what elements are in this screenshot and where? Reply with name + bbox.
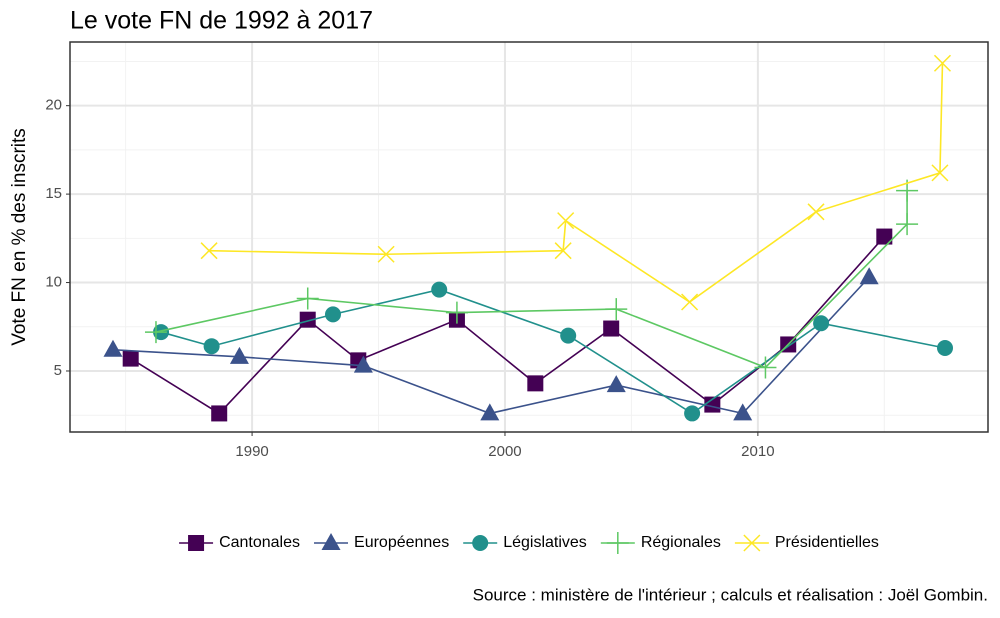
marker <box>684 405 701 422</box>
y-axis-label: Vote FN en % des inscrits <box>9 128 30 346</box>
marker <box>431 281 448 298</box>
marker <box>299 311 316 328</box>
y-tick-label: 5 <box>54 362 62 379</box>
series-line <box>130 236 885 415</box>
marker <box>704 396 721 413</box>
x-tick-label: 2000 <box>488 443 521 460</box>
marker <box>527 375 544 392</box>
x-tick-label: 2010 <box>741 443 774 460</box>
marker <box>876 228 893 245</box>
marker <box>445 301 468 324</box>
legend-label: Législatives <box>503 534 587 551</box>
legend-label: Européennes <box>354 534 449 551</box>
marker <box>754 356 777 379</box>
legend: Cantonales Européennes Législatives Régiona… <box>179 532 879 554</box>
legend-key <box>600 532 635 554</box>
chart-title: Le vote FN de 1992 à 2017 <box>70 7 373 35</box>
marker <box>743 534 761 552</box>
marker <box>122 350 139 367</box>
marker <box>560 327 577 344</box>
marker <box>211 405 228 422</box>
x-tick-label: 1990 <box>235 443 268 460</box>
marker <box>472 535 489 551</box>
marker <box>325 306 342 323</box>
legend-label: Présidentielles <box>775 534 879 551</box>
marker <box>603 320 620 337</box>
marker <box>203 338 220 355</box>
plot-border <box>69 41 989 433</box>
marker <box>937 339 954 356</box>
marker <box>931 164 949 182</box>
y-tick-label: 20 <box>45 97 62 114</box>
marker <box>480 403 500 421</box>
y-tick-label: 10 <box>45 274 62 291</box>
legend-label: Régionales <box>641 534 721 551</box>
marker <box>933 54 952 72</box>
marker <box>896 213 919 236</box>
y-tick-label: 15 <box>45 185 62 202</box>
marker <box>733 403 753 421</box>
marker <box>103 339 123 357</box>
marker <box>859 267 879 285</box>
marker <box>200 242 218 260</box>
legend-label: Cantonales <box>219 534 300 551</box>
marker <box>377 245 395 263</box>
marker <box>188 535 205 551</box>
marker <box>606 375 626 393</box>
legend-key <box>734 534 769 552</box>
marker <box>144 321 167 344</box>
marker <box>681 293 699 311</box>
series-line <box>209 63 944 303</box>
legend-key <box>463 535 498 551</box>
marker <box>353 355 373 373</box>
caption: Source : ministère de l'intérieur ; calc… <box>473 585 988 604</box>
marker <box>557 212 575 230</box>
legend-key <box>314 533 349 550</box>
marker <box>807 203 825 221</box>
marker <box>606 532 629 554</box>
marker <box>813 315 830 332</box>
marker <box>296 287 319 310</box>
marker <box>605 298 628 321</box>
legend-key <box>179 535 214 551</box>
marker <box>229 346 249 364</box>
marker <box>321 533 341 550</box>
series-line <box>160 288 946 415</box>
marker <box>554 242 572 260</box>
